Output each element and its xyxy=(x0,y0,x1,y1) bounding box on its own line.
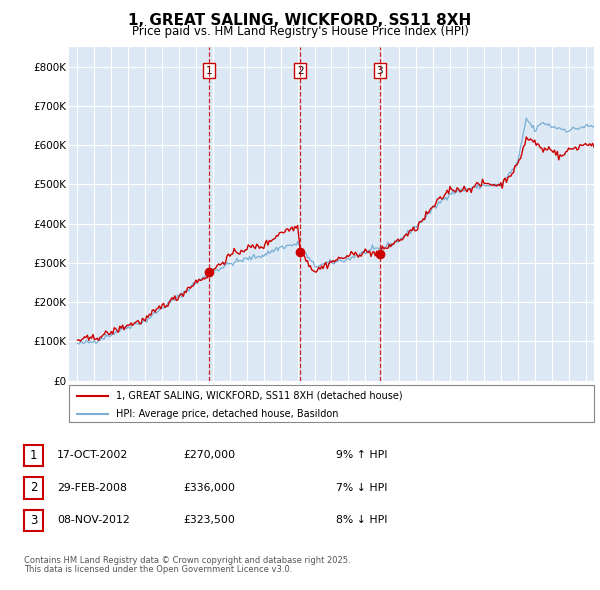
Text: This data is licensed under the Open Government Licence v3.0.: This data is licensed under the Open Gov… xyxy=(24,565,292,574)
Text: £270,000: £270,000 xyxy=(183,451,235,460)
Text: 3: 3 xyxy=(376,65,383,76)
Text: 17-OCT-2002: 17-OCT-2002 xyxy=(57,451,128,460)
Text: Contains HM Land Registry data © Crown copyright and database right 2025.: Contains HM Land Registry data © Crown c… xyxy=(24,556,350,565)
Text: £336,000: £336,000 xyxy=(183,483,235,493)
Text: 9% ↑ HPI: 9% ↑ HPI xyxy=(336,451,388,460)
Text: 1, GREAT SALING, WICKFORD, SS11 8XH: 1, GREAT SALING, WICKFORD, SS11 8XH xyxy=(128,13,472,28)
Text: 3: 3 xyxy=(30,514,37,527)
Text: 8% ↓ HPI: 8% ↓ HPI xyxy=(336,516,388,525)
Text: 1: 1 xyxy=(206,65,213,76)
Text: 7% ↓ HPI: 7% ↓ HPI xyxy=(336,483,388,493)
Text: £323,500: £323,500 xyxy=(183,516,235,525)
Text: 1: 1 xyxy=(30,449,37,462)
Text: 1, GREAT SALING, WICKFORD, SS11 8XH (detached house): 1, GREAT SALING, WICKFORD, SS11 8XH (det… xyxy=(116,391,403,401)
Text: 29-FEB-2008: 29-FEB-2008 xyxy=(57,483,127,493)
Text: 2: 2 xyxy=(297,65,304,76)
Text: 2: 2 xyxy=(30,481,37,494)
Text: 08-NOV-2012: 08-NOV-2012 xyxy=(57,516,130,525)
Text: HPI: Average price, detached house, Basildon: HPI: Average price, detached house, Basi… xyxy=(116,409,339,419)
Text: Price paid vs. HM Land Registry's House Price Index (HPI): Price paid vs. HM Land Registry's House … xyxy=(131,25,469,38)
